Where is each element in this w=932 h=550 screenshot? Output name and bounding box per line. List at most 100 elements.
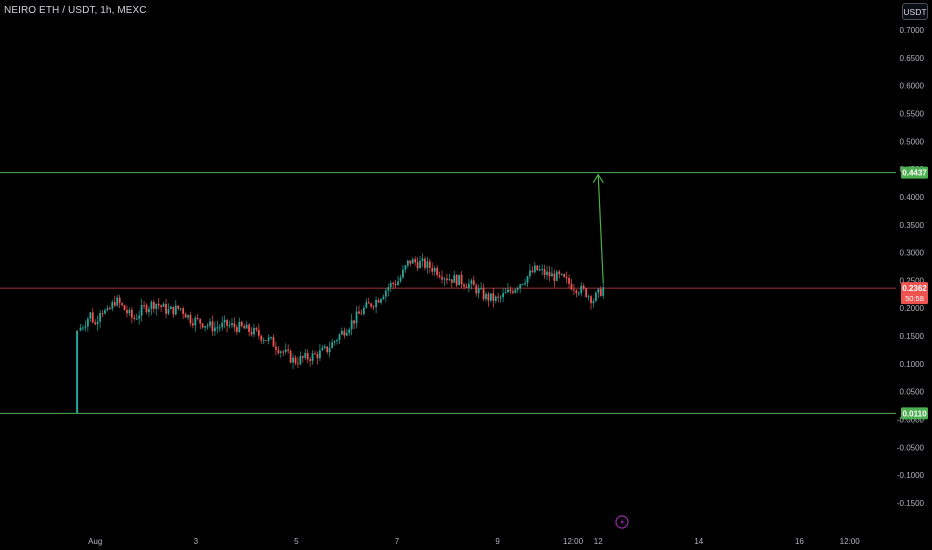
candle-body: [292, 357, 294, 363]
candle-body: [502, 293, 504, 298]
candle-body: [382, 296, 385, 300]
candle-body: [86, 318, 89, 327]
y-tick-label: 0.6000: [900, 82, 925, 91]
candle-body: [108, 308, 111, 310]
candle-body: [162, 303, 165, 307]
candle-body: [402, 269, 404, 278]
candle-body: [438, 275, 441, 277]
candle-body: [323, 346, 326, 348]
candle-body: [311, 353, 314, 361]
candle-body: [524, 282, 526, 285]
candle-body: [443, 278, 446, 280]
candle-body: [101, 312, 104, 314]
candle-body: [148, 308, 150, 313]
candle-body: [89, 312, 92, 319]
candle-body: [370, 303, 373, 307]
candle-body: [421, 258, 424, 262]
y-tick-label: 0.0500: [900, 388, 925, 397]
candle-body: [450, 279, 453, 283]
currency-button[interactable]: USDT: [902, 3, 928, 20]
x-tick-label: 3: [194, 537, 199, 546]
candle-body: [211, 321, 214, 332]
candle-body: [221, 322, 224, 328]
candle-body: [250, 331, 253, 335]
candle-body: [126, 310, 128, 314]
candle-body: [367, 302, 370, 304]
candle-body: [411, 259, 414, 264]
y-tick-label: 0.2000: [900, 304, 925, 313]
candle-body: [404, 265, 407, 270]
candle-body: [399, 277, 402, 282]
candle-body: [472, 280, 475, 286]
candle-body: [387, 287, 390, 291]
candle-body: [406, 260, 409, 266]
y-tick-label: 0.7000: [900, 26, 925, 35]
candle-body: [138, 315, 141, 319]
event-lightning-icon[interactable]: [615, 515, 629, 529]
candle-body: [155, 303, 158, 309]
projection-arrow-line[interactable]: [597, 174, 604, 284]
candle-body: [265, 340, 268, 342]
candle-body: [336, 340, 338, 342]
candle-body: [507, 289, 509, 293]
candle-body: [553, 273, 556, 281]
y-tick-label: -0.1500: [897, 499, 925, 508]
candle-body: [375, 300, 377, 308]
y-tick-label: -0.0000: [897, 416, 925, 425]
x-tick-label: 12: [594, 537, 603, 546]
candle-body: [182, 308, 185, 314]
candle-body: [455, 275, 458, 286]
candle-body: [516, 288, 519, 290]
candle-body: [389, 283, 392, 288]
candle-body: [521, 284, 524, 286]
candle-body: [494, 296, 497, 301]
candle-body: [128, 309, 131, 314]
candle-body: [304, 352, 307, 358]
candle-body: [218, 327, 221, 329]
candle-body: [111, 302, 114, 309]
y-tick-label: 0.2500: [900, 276, 925, 285]
candle-body: [460, 274, 463, 285]
candle-body: [362, 307, 365, 314]
current-price-label: 0.2362: [902, 284, 927, 293]
candle-body: [106, 308, 109, 311]
candle-body: [531, 270, 534, 273]
candle-body: [587, 296, 590, 298]
candle-body: [133, 317, 136, 319]
candle-body: [560, 274, 563, 276]
candle-body: [294, 357, 297, 364]
candle-body: [475, 285, 478, 294]
candle-body: [541, 268, 544, 270]
y-tick-label: -0.1000: [897, 471, 925, 480]
candle-body: [340, 330, 343, 335]
candle-body: [568, 278, 570, 284]
candle-body: [448, 279, 451, 281]
y-tick-label: 0.1000: [900, 360, 925, 369]
candle-body: [384, 290, 387, 297]
candle-body: [575, 290, 578, 294]
candle-body: [470, 280, 473, 284]
candle-body: [226, 319, 228, 326]
candle-body: [213, 327, 216, 332]
candle-body: [326, 346, 329, 353]
candle-body: [563, 274, 566, 277]
candle-body: [338, 334, 341, 341]
candle-body: [209, 321, 211, 326]
candle-body: [262, 340, 265, 342]
candle-body: [580, 285, 583, 294]
candle-body: [428, 261, 431, 268]
x-tick-label: 5: [294, 537, 299, 546]
candle-body: [160, 305, 163, 307]
candle-body: [533, 265, 536, 273]
candle-body: [199, 318, 202, 324]
candle-body: [79, 327, 82, 331]
candle-body: [590, 296, 592, 304]
y-tick-label: 0.6500: [900, 54, 925, 63]
candle-body: [538, 269, 541, 271]
candle-body: [270, 337, 272, 339]
candle-body: [592, 301, 595, 304]
candle-body: [233, 323, 236, 328]
candle-body: [231, 323, 233, 325]
candle-body: [426, 261, 429, 268]
